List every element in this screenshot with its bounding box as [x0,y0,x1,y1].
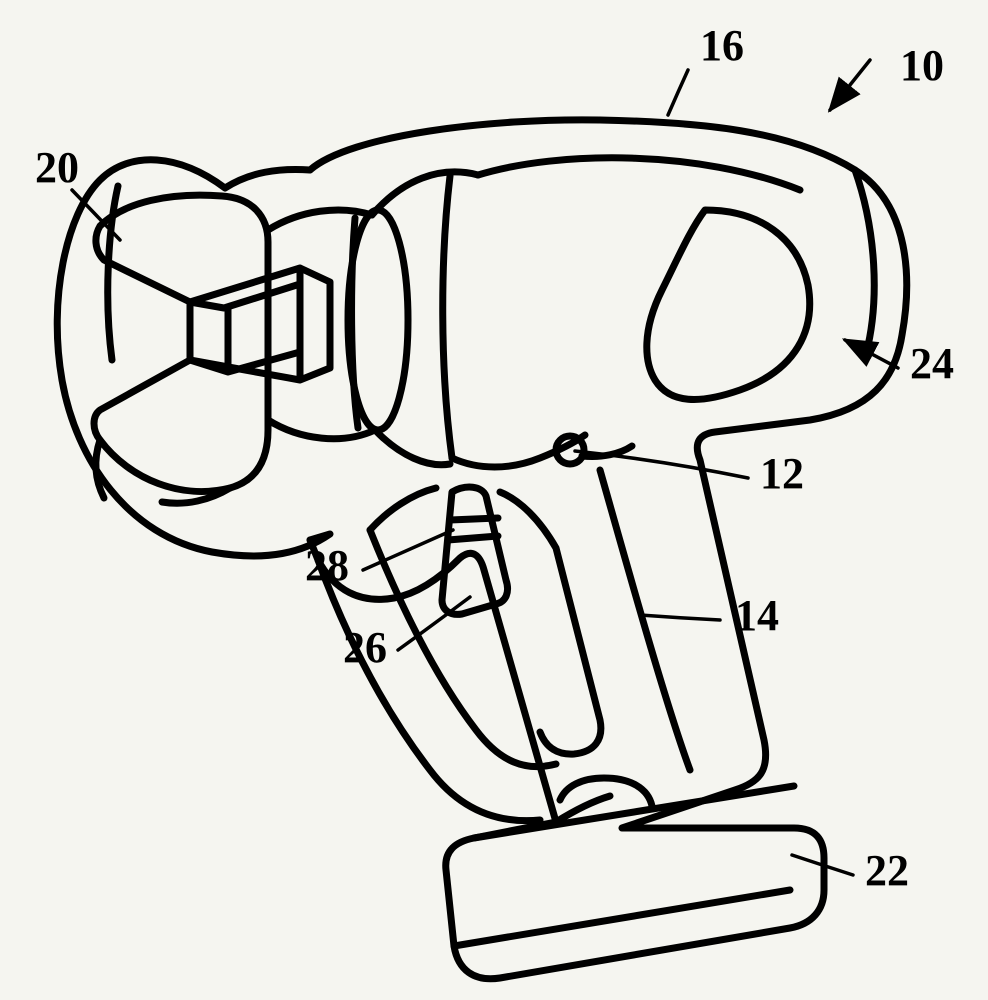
label-16: 16 [700,21,744,70]
label-14: 14 [735,591,779,640]
label-10: 10 [900,41,944,90]
patent-figure: 10 16 20 24 12 28 26 14 22 [0,0,988,1000]
figure-bg [0,0,988,1000]
label-26: 26 [343,623,387,672]
label-20: 20 [35,143,79,192]
label-24: 24 [910,339,954,388]
label-28: 28 [305,541,349,590]
label-12: 12 [760,449,804,498]
label-22: 22 [865,846,909,895]
